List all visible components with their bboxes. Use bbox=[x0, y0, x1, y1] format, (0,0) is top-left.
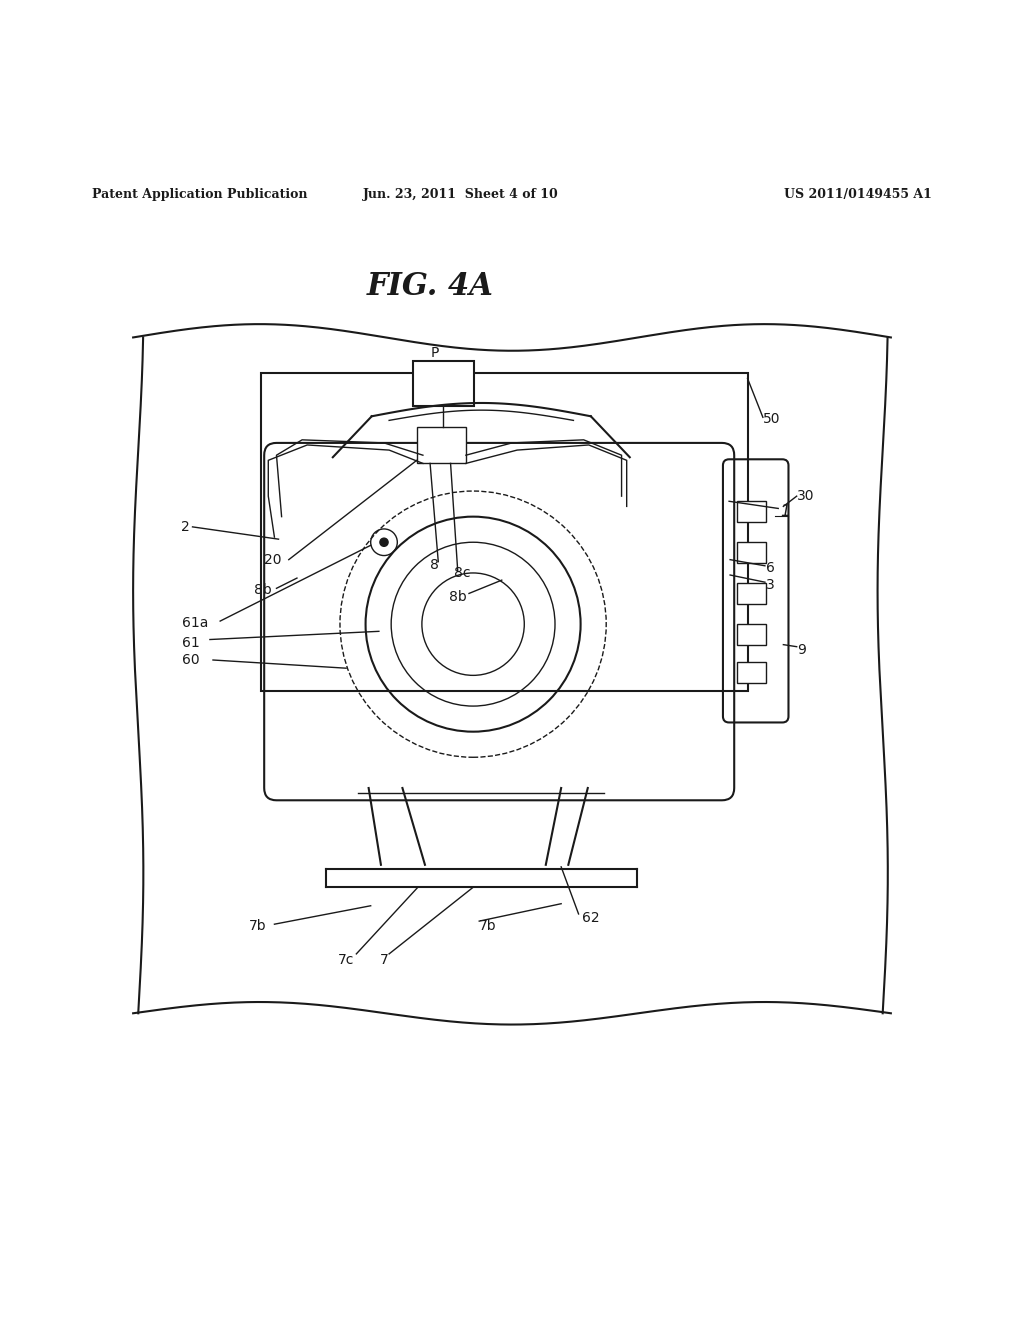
Bar bbox=[261, 374, 748, 690]
Text: 8c: 8c bbox=[454, 566, 470, 579]
Text: 8: 8 bbox=[430, 558, 439, 572]
Text: 50: 50 bbox=[763, 412, 780, 426]
Text: 60: 60 bbox=[182, 653, 200, 667]
Bar bbox=[737, 663, 766, 682]
Text: 62: 62 bbox=[582, 911, 599, 925]
Text: 2: 2 bbox=[180, 520, 189, 533]
Text: Jun. 23, 2011  Sheet 4 of 10: Jun. 23, 2011 Sheet 4 of 10 bbox=[362, 187, 559, 201]
Text: FIG. 4A: FIG. 4A bbox=[367, 271, 494, 302]
Text: 3: 3 bbox=[766, 578, 775, 593]
Text: 8b: 8b bbox=[449, 590, 466, 603]
Text: US 2011/0149455 A1: US 2011/0149455 A1 bbox=[784, 187, 932, 201]
Text: 6: 6 bbox=[766, 561, 775, 574]
Bar bbox=[737, 583, 766, 603]
Text: 7: 7 bbox=[380, 953, 388, 968]
Text: 7c: 7c bbox=[338, 953, 354, 968]
Circle shape bbox=[380, 539, 388, 546]
Bar bbox=[417, 426, 466, 463]
Bar bbox=[737, 502, 766, 521]
Text: 7b: 7b bbox=[479, 919, 497, 933]
Bar bbox=[737, 543, 766, 562]
Bar bbox=[737, 624, 766, 644]
Text: 30: 30 bbox=[797, 490, 814, 503]
Text: P: P bbox=[431, 346, 439, 360]
Text: 7b: 7b bbox=[249, 919, 266, 933]
Text: 61a: 61a bbox=[182, 616, 209, 630]
Text: 1: 1 bbox=[780, 504, 791, 519]
Text: 9: 9 bbox=[797, 643, 806, 657]
Text: Patent Application Publication: Patent Application Publication bbox=[92, 187, 307, 201]
Text: 61: 61 bbox=[182, 636, 200, 649]
Text: 20: 20 bbox=[264, 553, 282, 566]
Bar bbox=[413, 360, 474, 407]
Text: 8b: 8b bbox=[254, 583, 271, 598]
